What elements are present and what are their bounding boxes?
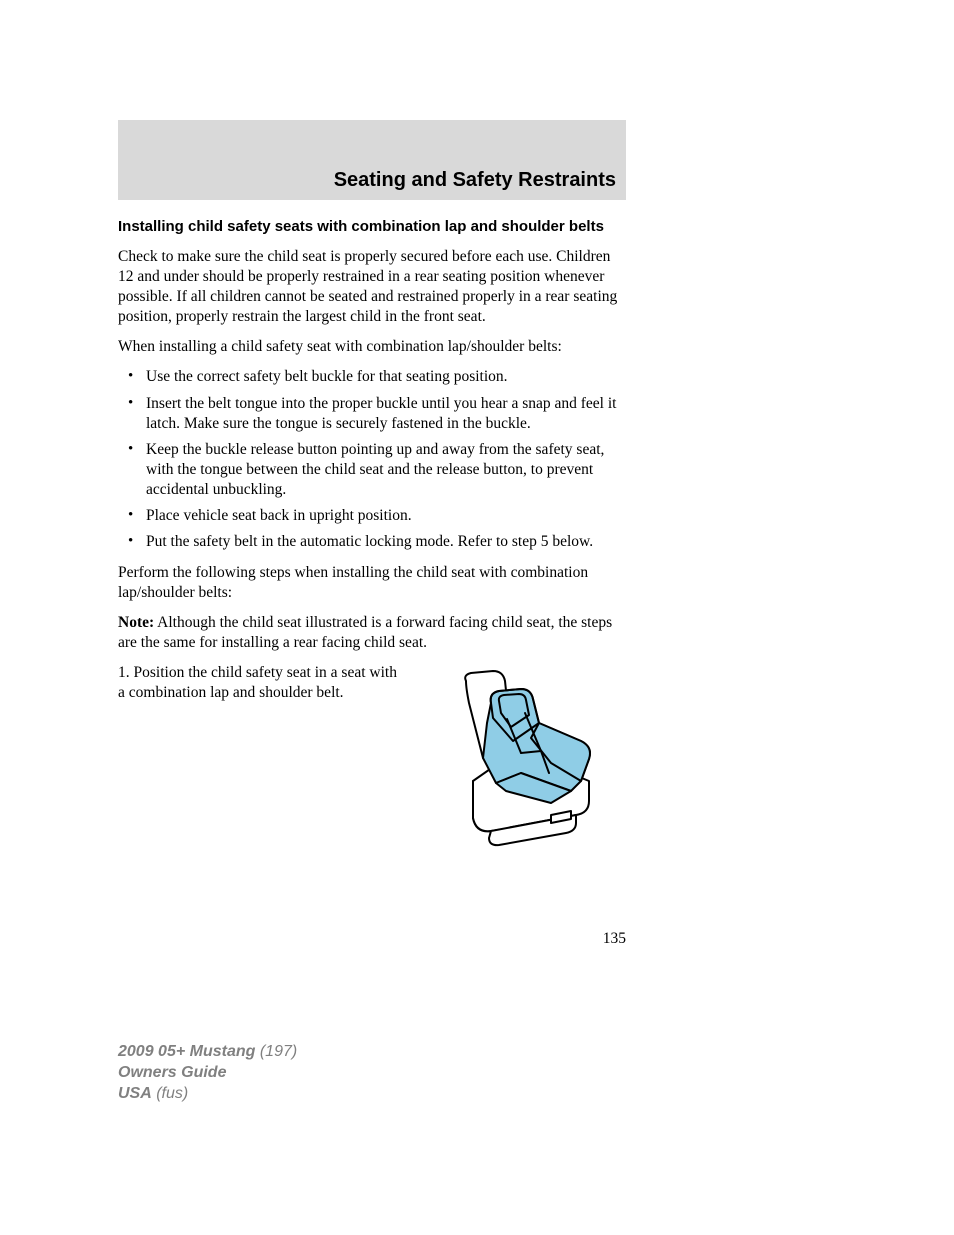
footer-region-code: (fus) <box>152 1085 188 1102</box>
footer-line-2: Owners Guide <box>118 1063 297 1084</box>
page-number: 135 <box>118 930 626 948</box>
bullet-item: Insert the belt tongue into the proper b… <box>118 394 626 434</box>
page-content: Seating and Safety Restraints Installing… <box>118 120 626 858</box>
bullet-item: Put the safety belt in the automatic loc… <box>118 532 626 552</box>
bullet-item: Place vehicle seat back in upright posit… <box>118 506 626 526</box>
section-header-bar: Seating and Safety Restraints <box>118 120 626 200</box>
footer-region: USA <box>118 1085 152 1102</box>
footer-line-1: 2009 05+ Mustang (197) <box>118 1042 297 1063</box>
child-seat-figure <box>421 663 626 858</box>
footer-line-3: USA (fus) <box>118 1084 297 1105</box>
subheading: Installing child safety seats with combi… <box>118 218 626 237</box>
bullet-item: Keep the buckle release button pointing … <box>118 440 626 500</box>
step-1-text: 1. Position the child safety seat in a s… <box>118 663 401 703</box>
note-paragraph: Note: Although the child seat illustrate… <box>118 613 626 653</box>
footer-model: 2009 05+ Mustang <box>118 1043 255 1060</box>
footer: 2009 05+ Mustang (197) Owners Guide USA … <box>118 1042 297 1104</box>
child-seat-icon <box>421 663 626 858</box>
bullet-item: Use the correct safety belt buckle for t… <box>118 367 626 387</box>
perform-paragraph: Perform the following steps when install… <box>118 563 626 603</box>
section-title: Seating and Safety Restraints <box>334 169 616 192</box>
bullet-list: Use the correct safety belt buckle for t… <box>118 367 626 552</box>
footer-code: (197) <box>255 1043 297 1060</box>
step-1-row: 1. Position the child safety seat in a s… <box>118 663 626 858</box>
note-text: Although the child seat illustrated is a… <box>118 614 612 651</box>
note-label: Note: <box>118 614 154 631</box>
intro-paragraph: Check to make sure the child seat is pro… <box>118 247 626 328</box>
install-lead: When installing a child safety seat with… <box>118 337 626 357</box>
